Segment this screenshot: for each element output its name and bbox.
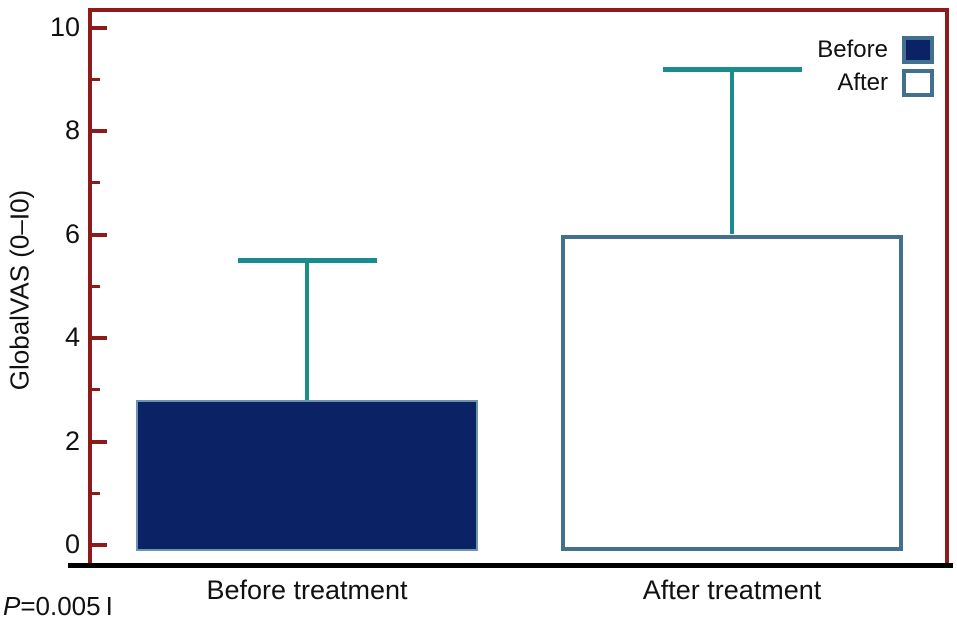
y-tick-label: 6	[64, 218, 80, 249]
p-symbol: P	[3, 591, 21, 621]
x-axis-line	[68, 563, 953, 568]
y-major-tick	[92, 543, 107, 547]
plot-area: Before After	[88, 8, 949, 564]
y-major-tick	[92, 25, 107, 30]
y-minor-tick	[92, 181, 100, 185]
bar-after	[561, 234, 903, 551]
y-major-tick	[92, 336, 107, 340]
x-category-label-before: Before treatment	[206, 575, 408, 605]
legend-label-after: After	[837, 69, 888, 96]
x-category-label-after: After treatment	[642, 575, 822, 605]
legend-row-before: Before	[817, 36, 934, 64]
y-tick-label: 4	[64, 321, 80, 352]
error-bar-line-after	[730, 68, 734, 235]
error-bar-cap-after	[662, 66, 802, 72]
y-minor-tick	[92, 77, 100, 81]
y-tick-label: 2	[64, 425, 80, 456]
legend-label-before: Before	[817, 36, 888, 63]
y-tick-label: 8	[64, 114, 80, 145]
p-value-annotation: P=0.005 I	[3, 591, 113, 622]
y-tick-label: 10	[49, 11, 80, 42]
y-major-tick	[92, 439, 107, 444]
y-minor-tick	[92, 388, 100, 392]
y-minor-tick	[92, 284, 100, 288]
y-minor-tick	[92, 491, 100, 495]
y-major-tick	[92, 129, 107, 133]
p-value: =0.005	[20, 591, 101, 621]
legend: Before After	[817, 36, 934, 97]
y-tick-label: 0	[64, 528, 80, 559]
error-bar-cap-before	[237, 258, 377, 264]
p-suffix: I	[105, 591, 113, 621]
bar-before	[136, 400, 478, 551]
y-major-tick	[92, 232, 107, 237]
legend-swatch-before-icon	[902, 36, 934, 64]
error-bar-line-before	[305, 260, 309, 401]
legend-swatch-after-icon	[902, 69, 934, 97]
y-axis-title: GlobalVAS (0–I0)	[4, 189, 35, 391]
legend-row-after: After	[837, 69, 934, 97]
